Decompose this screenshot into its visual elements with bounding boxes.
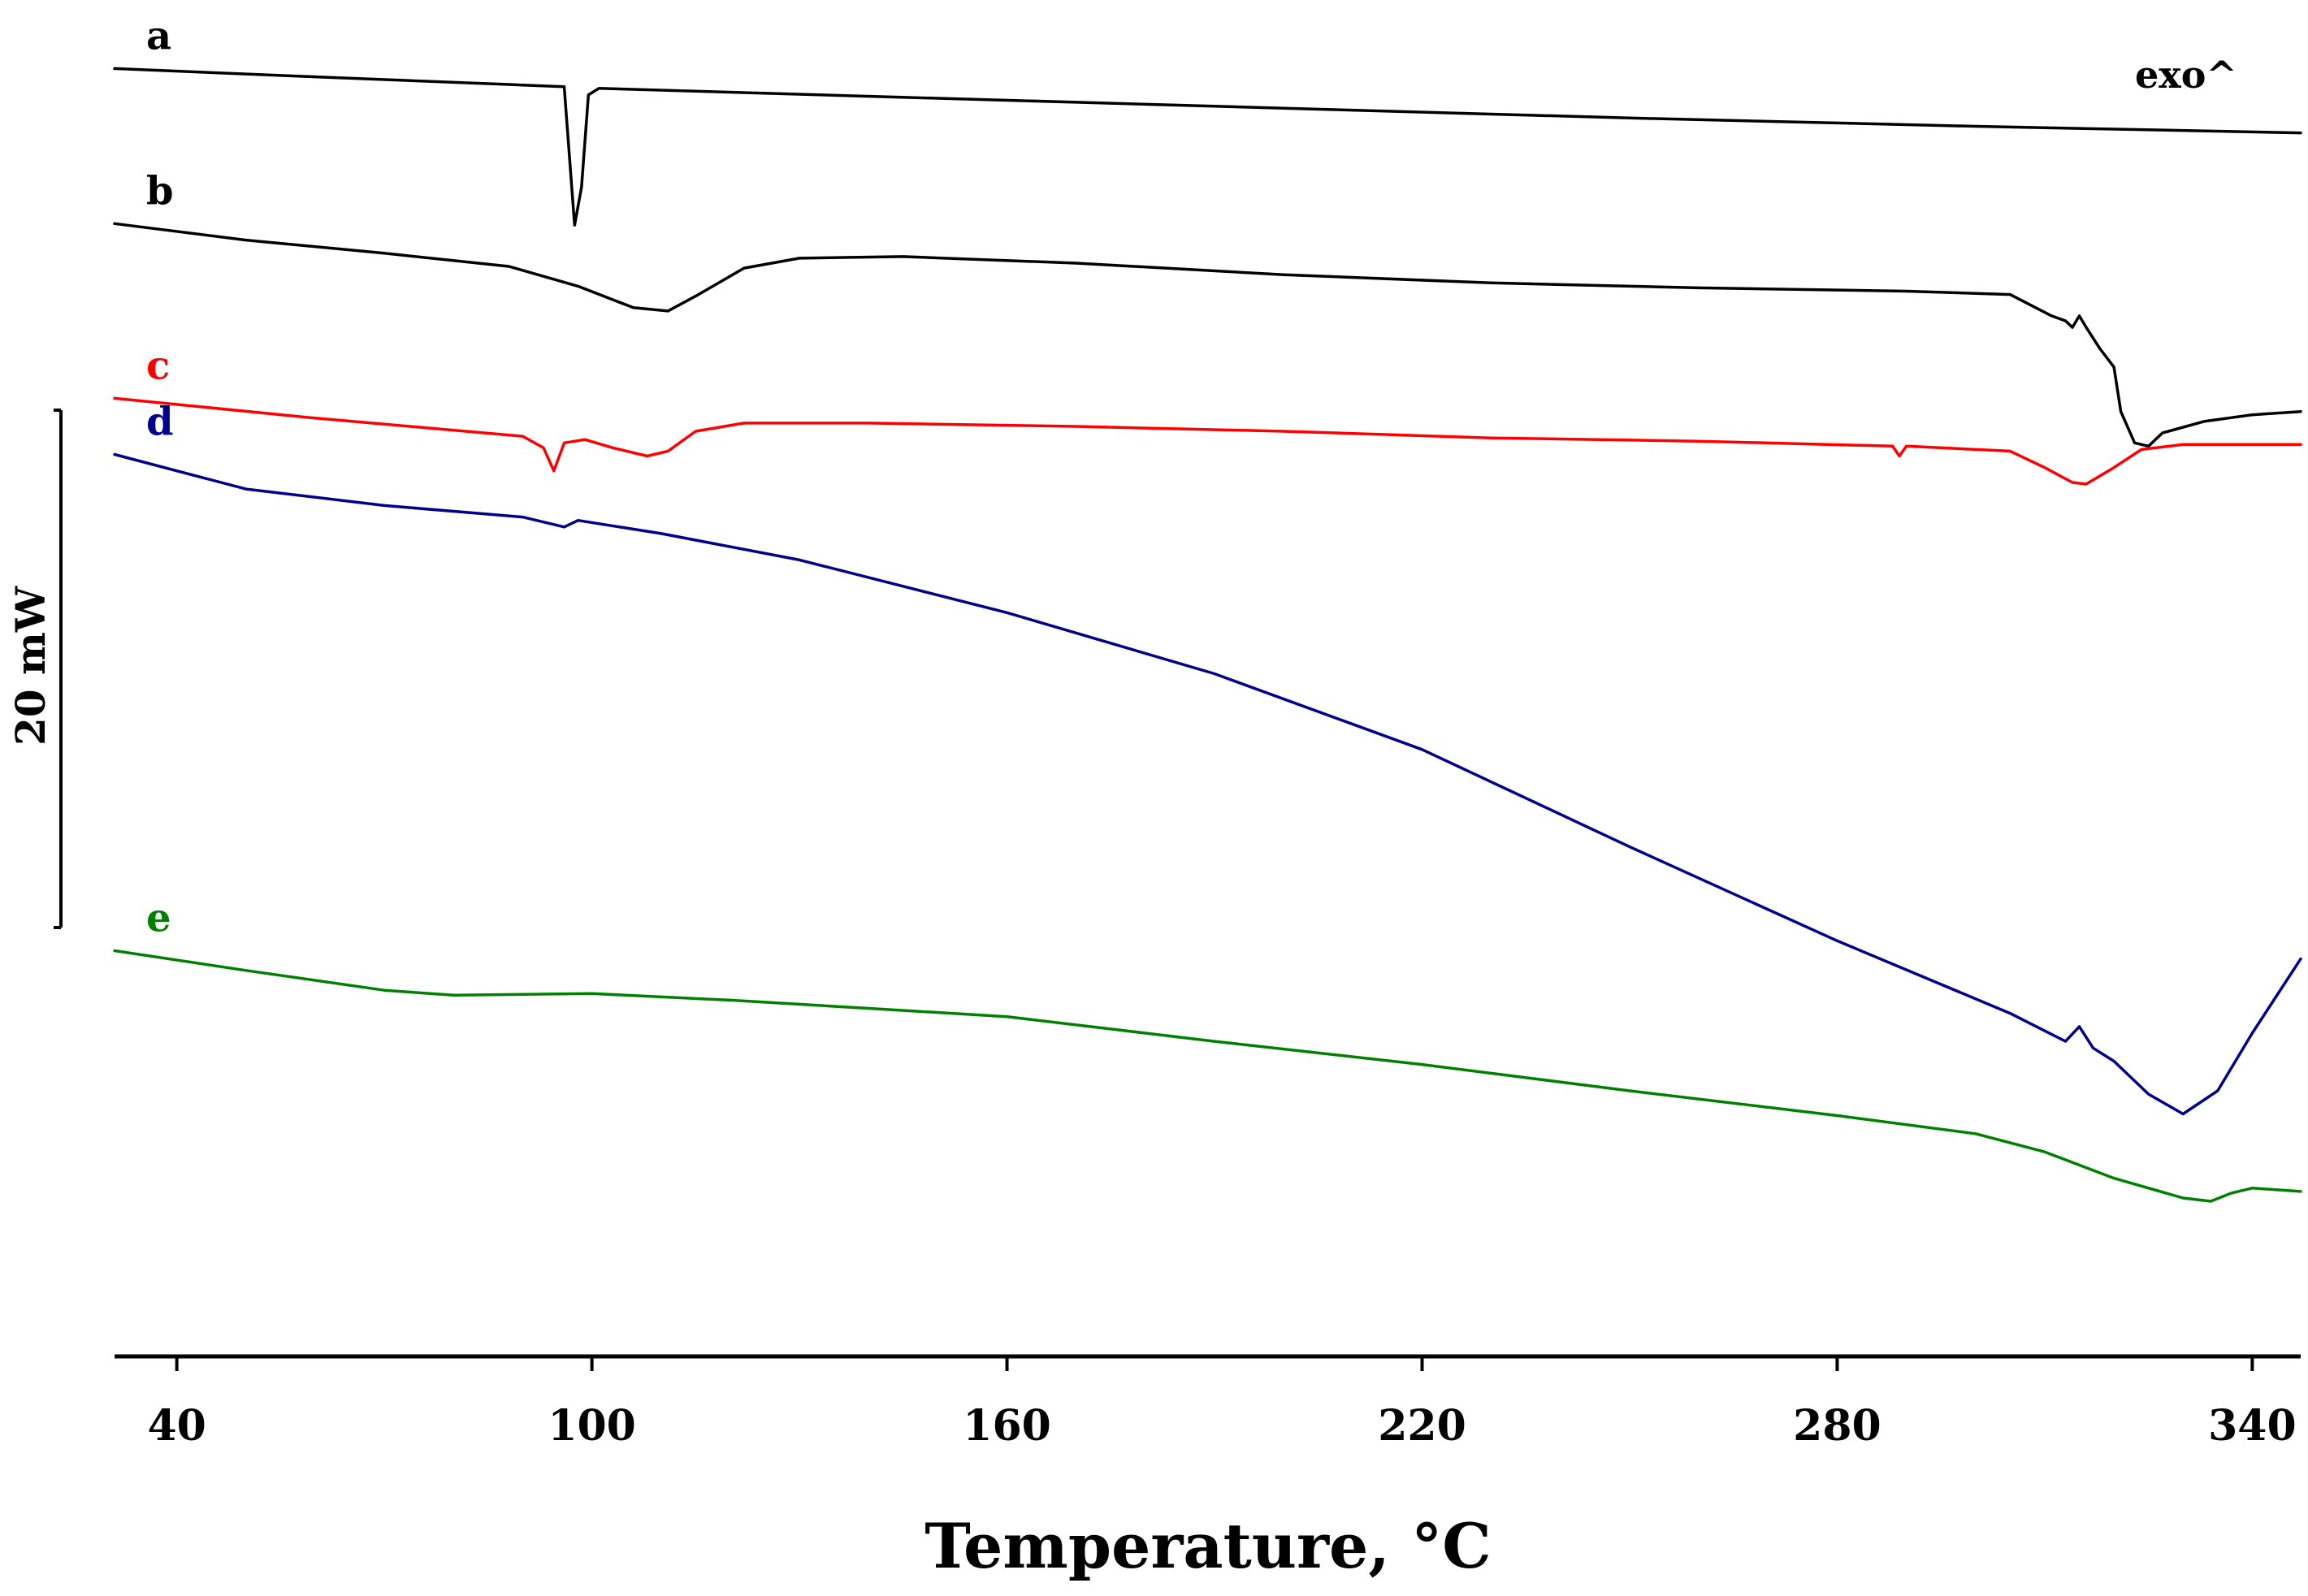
x-tick-label: 100 — [548, 1401, 636, 1451]
series-line-c — [113, 396, 2302, 486]
series-label-c: c — [146, 343, 170, 388]
x-tick-label: 280 — [1793, 1401, 1881, 1451]
x-tick-label: 340 — [2208, 1401, 2297, 1451]
exo-annotation: exo^ — [2135, 53, 2237, 97]
x-tick-label: 160 — [963, 1401, 1051, 1451]
series-label-e: e — [146, 895, 171, 941]
x-tick-label: 40 — [147, 1401, 206, 1451]
series-group — [113, 67, 2302, 1203]
series-line-b — [113, 222, 2302, 448]
series-line-e — [113, 949, 2302, 1203]
x-tick-label: 220 — [1378, 1401, 1466, 1451]
series-line-a — [113, 67, 2302, 227]
scale-bar-label: 20 mW — [6, 586, 54, 746]
series-label-a: a — [146, 13, 171, 58]
series-label-b: b — [146, 168, 174, 214]
x-axis-ticks: 40 100 160 220 280 340 — [147, 1356, 2297, 1451]
x-axis-title: Temperature, °C — [924, 1510, 1492, 1582]
scale-bar: 20 mW — [6, 409, 63, 929]
series-label-d: d — [146, 399, 174, 444]
series-line-d — [113, 452, 2302, 1116]
series-labels: a b cd e — [146, 13, 174, 941]
